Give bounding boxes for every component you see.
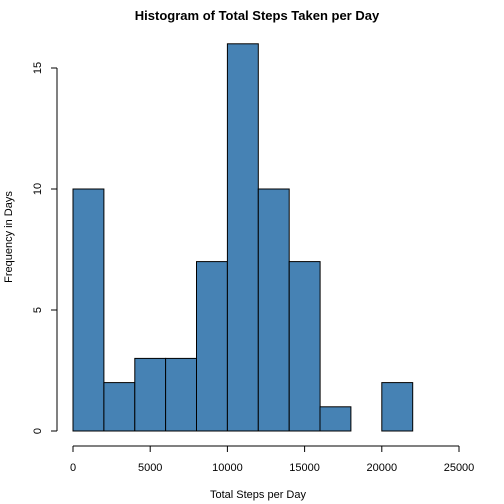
histogram-bar-7 — [288, 261, 321, 432]
histogram-bar-5 — [226, 43, 259, 432]
histogram-bar-8 — [319, 406, 352, 432]
x-tick-label-2: 10000 — [212, 462, 243, 474]
histogram-bar-0 — [72, 188, 105, 432]
histogram-bar-6 — [257, 188, 290, 432]
x-tick-label-5: 25000 — [444, 462, 475, 474]
x-tick-label-4: 20000 — [367, 462, 398, 474]
y-axis: 0 5 10 15 — [32, 62, 58, 434]
y-tick-label-3: 15 — [32, 62, 44, 74]
bars-group — [72, 43, 414, 432]
x-tick-label-1: 5000 — [138, 462, 162, 474]
y-tick-label-2: 10 — [32, 183, 44, 195]
x-tick-label-3: 15000 — [289, 462, 320, 474]
histogram-bar-10 — [381, 382, 414, 432]
y-tick-label-1: 5 — [32, 307, 44, 313]
x-axis-label: Total Steps per Day — [210, 489, 306, 501]
chart-title: Histogram of Total Steps Taken per Day — [135, 8, 380, 23]
histogram-bar-2 — [134, 357, 167, 432]
histogram-bar-4 — [196, 261, 228, 432]
x-axis: 0 5000 10000 15000 20000 25000 — [70, 445, 475, 474]
histogram-bar-1 — [103, 382, 136, 432]
histogram-bar-3 — [165, 357, 198, 432]
x-tick-label-0: 0 — [70, 462, 76, 474]
y-axis-label: Frequency in Days — [3, 191, 15, 283]
y-tick-label-0: 0 — [32, 428, 44, 434]
